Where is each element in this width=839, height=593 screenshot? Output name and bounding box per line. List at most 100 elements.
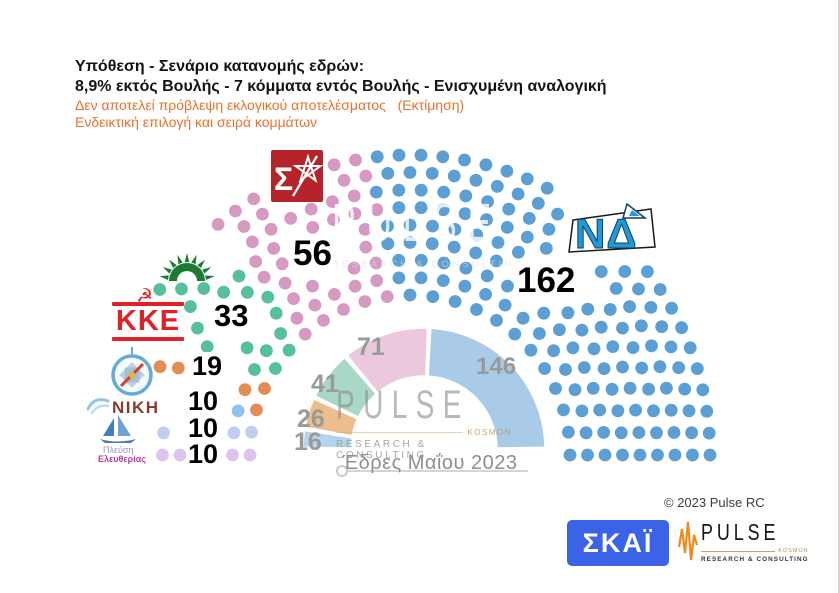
syriza-logo-icon: Σ (271, 150, 324, 207)
seat-dot (243, 448, 257, 462)
may-seats-kke: 26 (297, 405, 325, 433)
seat-dot (490, 179, 504, 193)
seat-dot (616, 360, 629, 374)
seat-dot (414, 271, 428, 285)
may-arc-segment (304, 398, 359, 437)
pulse-kosmon-label: KOSMON (778, 548, 809, 554)
arc-caption: Έδρες Μαΐου 2023 (342, 452, 518, 474)
seat-dot (682, 404, 696, 418)
seat-dot (603, 303, 617, 316)
seat-dot (502, 202, 516, 216)
seat-dot (261, 290, 275, 304)
seat-dot (696, 383, 710, 397)
seat-dot (359, 169, 373, 183)
may-arc-segment (427, 327, 546, 449)
seat-dot (647, 404, 660, 418)
seat-dot (690, 362, 704, 375)
seat-dot (678, 382, 692, 396)
seat-dot (579, 426, 593, 440)
seat-dot (618, 265, 632, 278)
seat-dot (490, 314, 503, 327)
seat-dot (250, 403, 263, 417)
may-seats-nd: 146 (476, 353, 517, 380)
seat-dot (290, 311, 304, 325)
seat-dot (241, 286, 254, 299)
skai-label: ΣΚΑΪ (582, 528, 654, 558)
seat-dot (616, 321, 629, 335)
seat-dot (702, 426, 716, 440)
seat-dot (542, 222, 556, 236)
plefsi-label-2: Ελευθερίας (98, 454, 146, 464)
plefsi-label-1: Πλεύση (103, 445, 134, 455)
seat-dot (490, 254, 503, 268)
seats-pasok: 33 (212, 298, 251, 333)
seat-dot (248, 363, 261, 376)
seat-dot (237, 220, 251, 233)
seat-dot (328, 288, 341, 301)
seat-dot (153, 360, 167, 374)
header: Υπόθεση - Σενάριο κατανομής εδρών: 8,9% … (75, 57, 607, 131)
seat-dot (184, 300, 197, 313)
seat-dot (414, 253, 428, 267)
seat-dot (458, 279, 472, 293)
seat-dot (611, 404, 625, 418)
seat-dot (480, 269, 494, 283)
seat-dot (481, 195, 494, 209)
seat-dot (306, 279, 319, 293)
seat-dot (437, 185, 451, 199)
seat-dot (284, 212, 298, 225)
seat-dot (575, 404, 589, 418)
seat-dot (227, 426, 241, 440)
seat-dot (278, 276, 292, 290)
seat-dot (200, 340, 214, 353)
seat-dot (469, 173, 483, 187)
seat-dot (479, 288, 492, 301)
seat-dot (626, 341, 640, 354)
seat-dot (459, 189, 473, 203)
seat-dot (522, 212, 536, 225)
seat-dot (537, 306, 551, 320)
seat-dot (260, 344, 273, 358)
seat-dot (308, 298, 322, 312)
seat-dot (349, 153, 362, 167)
seat-dot (633, 448, 647, 462)
seat-dot (304, 202, 318, 216)
seat-dot (703, 448, 717, 462)
seat-dot (577, 361, 591, 374)
seat-dot (359, 240, 373, 254)
seat-dot (597, 362, 611, 375)
pulse-waveform-icon (677, 521, 698, 561)
seat-dot (337, 173, 351, 187)
seat-dot (403, 166, 417, 179)
seat-dot (549, 382, 562, 395)
copyright-note: © 2023 Pulse RC (664, 495, 765, 510)
seat-dot (664, 340, 678, 354)
seat-dot (651, 448, 664, 462)
seat-dot (425, 167, 439, 180)
seat-dot (508, 327, 522, 341)
seat-dot (414, 201, 428, 215)
seat-dot (264, 222, 278, 236)
seat-dot (156, 448, 169, 462)
seat-dot (238, 383, 252, 397)
may-arc-segment (346, 327, 429, 394)
kke-logo: ☭ ΚΚΕ (112, 287, 184, 341)
seat-dot (655, 320, 669, 334)
seat-dot (500, 221, 514, 234)
seat-dot (392, 271, 406, 285)
seat-dot (226, 448, 239, 462)
seat-dot (547, 344, 560, 358)
seat-dot (197, 282, 211, 295)
seat-dot (586, 381, 600, 395)
seat-dot (672, 361, 686, 375)
seat-dot (557, 403, 570, 417)
seat-dot (347, 189, 361, 203)
seat-dot (326, 195, 339, 209)
title-line-1: Υπόθεση - Σενάριο κατανομής εδρών: (75, 58, 365, 75)
seat-dot (269, 306, 283, 320)
seat-dot (267, 242, 281, 255)
seat-dot (436, 203, 450, 217)
niki-logo: ΝΙΚΗ (86, 391, 170, 424)
